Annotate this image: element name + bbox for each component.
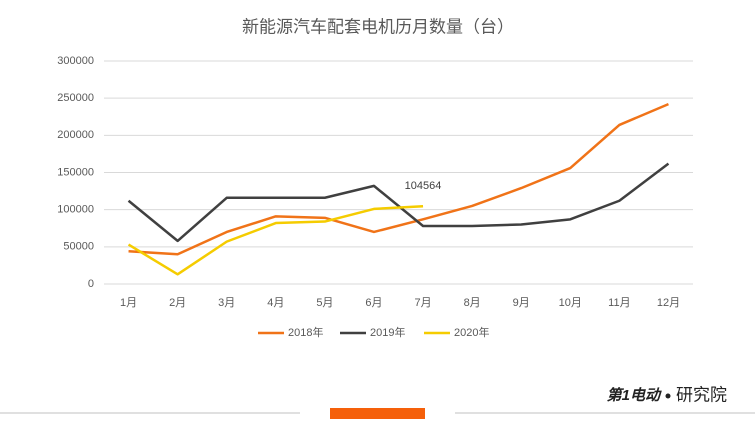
- chart-title: 新能源汽车配套电机历月数量（台）: [242, 17, 514, 36]
- x-tick-label: 8月: [464, 297, 481, 309]
- footer-bar: [330, 408, 425, 419]
- legend-label: 2018年: [288, 325, 323, 339]
- y-tick-label: 150000: [57, 166, 94, 178]
- series-line: [127, 162, 670, 243]
- y-tick-label: 300000: [57, 55, 94, 67]
- y-tick-label: 250000: [57, 92, 94, 104]
- brand: 第1电动: [607, 386, 662, 404]
- x-tick-label: 2月: [169, 297, 186, 309]
- x-tick-label: 9月: [513, 297, 530, 309]
- x-tick-label: 1月: [120, 297, 137, 309]
- x-tick-label: 10月: [559, 297, 582, 309]
- x-tick-label: 3月: [218, 297, 235, 309]
- y-tick-label: 50000: [63, 241, 94, 253]
- series-line: [127, 205, 424, 276]
- legend-label: 2020年: [454, 325, 489, 339]
- x-tick-label: 5月: [316, 297, 333, 309]
- x-tick-label: 11月: [608, 297, 630, 309]
- brand-suffix: 研究院: [676, 385, 727, 404]
- x-tick-label: 4月: [267, 297, 284, 309]
- y-tick-label: 100000: [57, 204, 94, 216]
- x-tick-label: 12月: [657, 297, 680, 309]
- x-tick-label: 7月: [414, 297, 431, 309]
- data-label: 104564: [405, 180, 442, 192]
- series-line: [128, 102, 669, 256]
- x-tick-label: 6月: [365, 297, 382, 309]
- y-tick-label: 200000: [57, 129, 94, 141]
- y-tick-label: 0: [88, 278, 94, 290]
- legend-label: 2019年: [370, 325, 405, 339]
- brand-dot: [665, 393, 671, 399]
